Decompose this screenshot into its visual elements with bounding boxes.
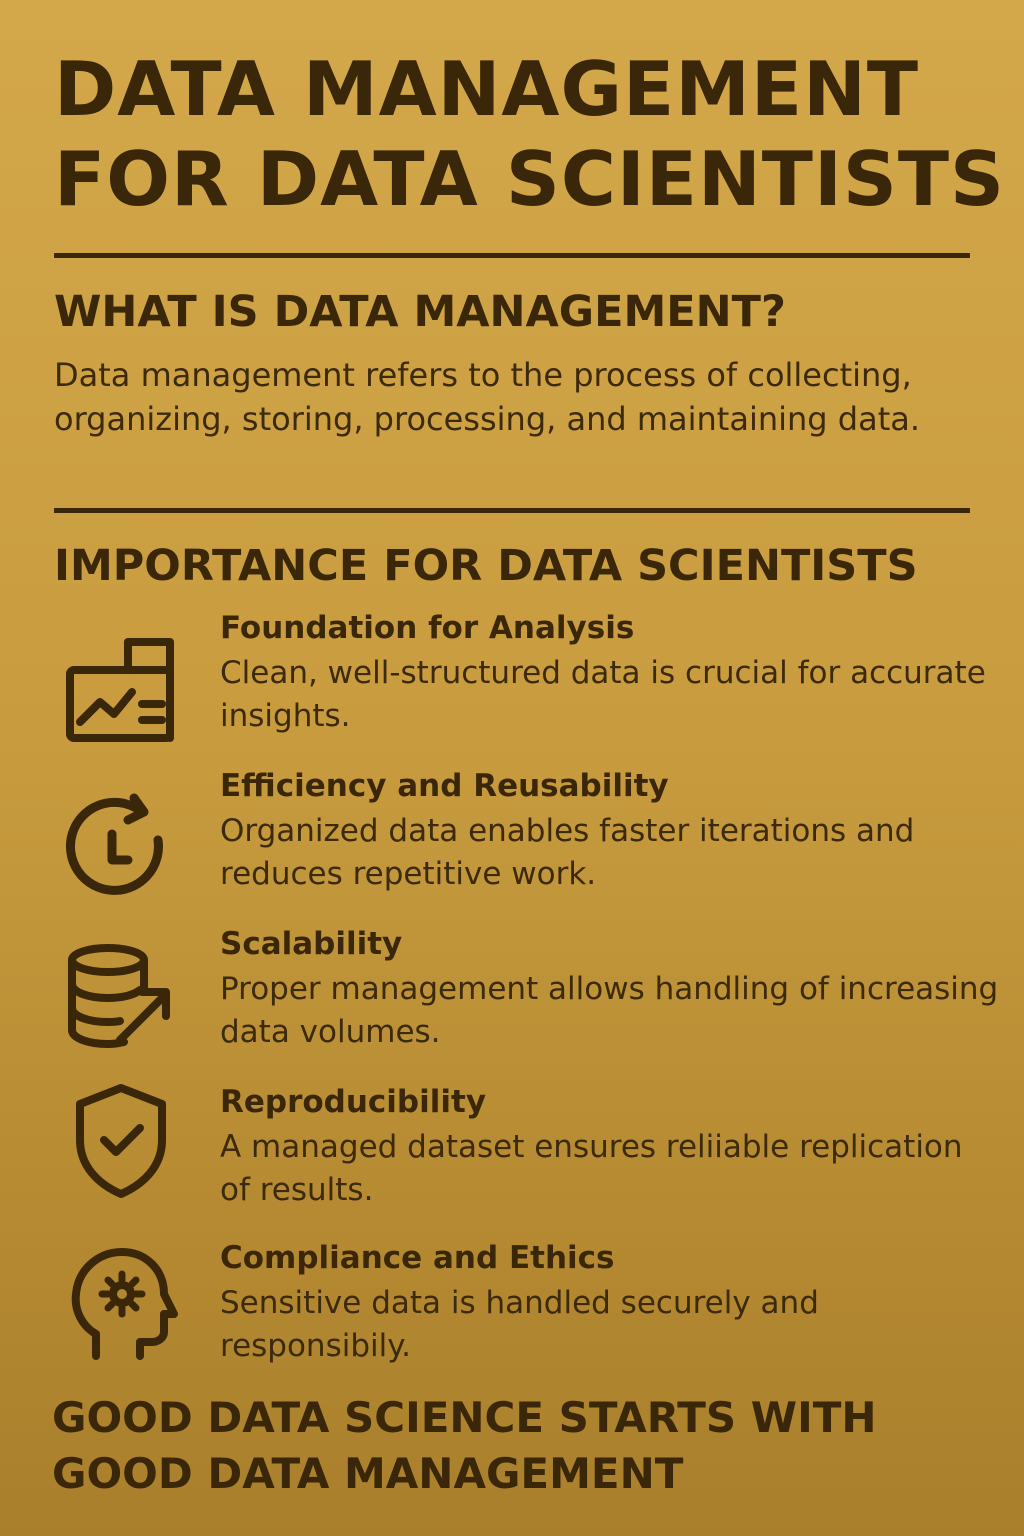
item-description: A managed dataset ensures reliiable repl… <box>220 1129 963 1208</box>
item-title: Scalability <box>220 926 403 962</box>
divider-middle <box>54 508 970 513</box>
definition-text: Data management refers to the process of… <box>54 356 921 438</box>
clock-refresh-icon <box>62 790 180 908</box>
footer-line-1: GOOD DATA SCIENCE STARTS WITH <box>52 1393 877 1442</box>
head-gear-icon <box>62 1244 180 1362</box>
what-is-heading: WHAT IS DATA MANAGEMENT? <box>54 287 786 337</box>
database-arrow-icon <box>62 938 180 1056</box>
item-title: Efficiency and Reusability <box>220 768 669 804</box>
importance-heading: IMPORTANCE FOR DATA SCIENTISTS <box>54 541 918 591</box>
item-description: Sensitive data is handled securely and r… <box>220 1285 819 1364</box>
shield-check-icon <box>62 1082 180 1200</box>
item-description: Proper management allows handling of inc… <box>220 971 999 1050</box>
poster-title-line-2: FOR DATA SCIENTISTS <box>54 135 1006 223</box>
chart-document-icon <box>62 630 180 748</box>
poster-title-line-1: DATA MANAGEMENT <box>54 45 920 133</box>
item-title: Compliance and Ethics <box>220 1240 615 1276</box>
item-description: Organized data enables faster iterations… <box>220 813 915 892</box>
importance-item-scalability: Scalability Proper management allows han… <box>0 924 1024 1074</box>
importance-item-reproducibility: Reproducibility A managed dataset ensure… <box>0 1082 1024 1232</box>
importance-item-efficiency: Efficiency and Reusability Organized dat… <box>0 766 1024 916</box>
item-description: Clean, well-structured data is crucial f… <box>220 655 986 734</box>
poster-title: DATA MANAGEMENT FOR DATA SCIENTISTS <box>54 44 1006 224</box>
item-title: Reproducibility <box>220 1084 487 1120</box>
item-title: Foundation for Analysis <box>220 610 635 646</box>
divider-top <box>54 253 970 258</box>
footer-tagline: GOOD DATA SCIENCE STARTS WITH GOOD DATA … <box>52 1390 877 1502</box>
importance-item-compliance: Compliance and Ethics Sensitive data is … <box>0 1238 1024 1388</box>
footer-line-2: GOOD DATA MANAGEMENT <box>52 1449 684 1498</box>
importance-item-foundation: Foundation for Analysis Clean, well-stru… <box>0 608 1024 758</box>
